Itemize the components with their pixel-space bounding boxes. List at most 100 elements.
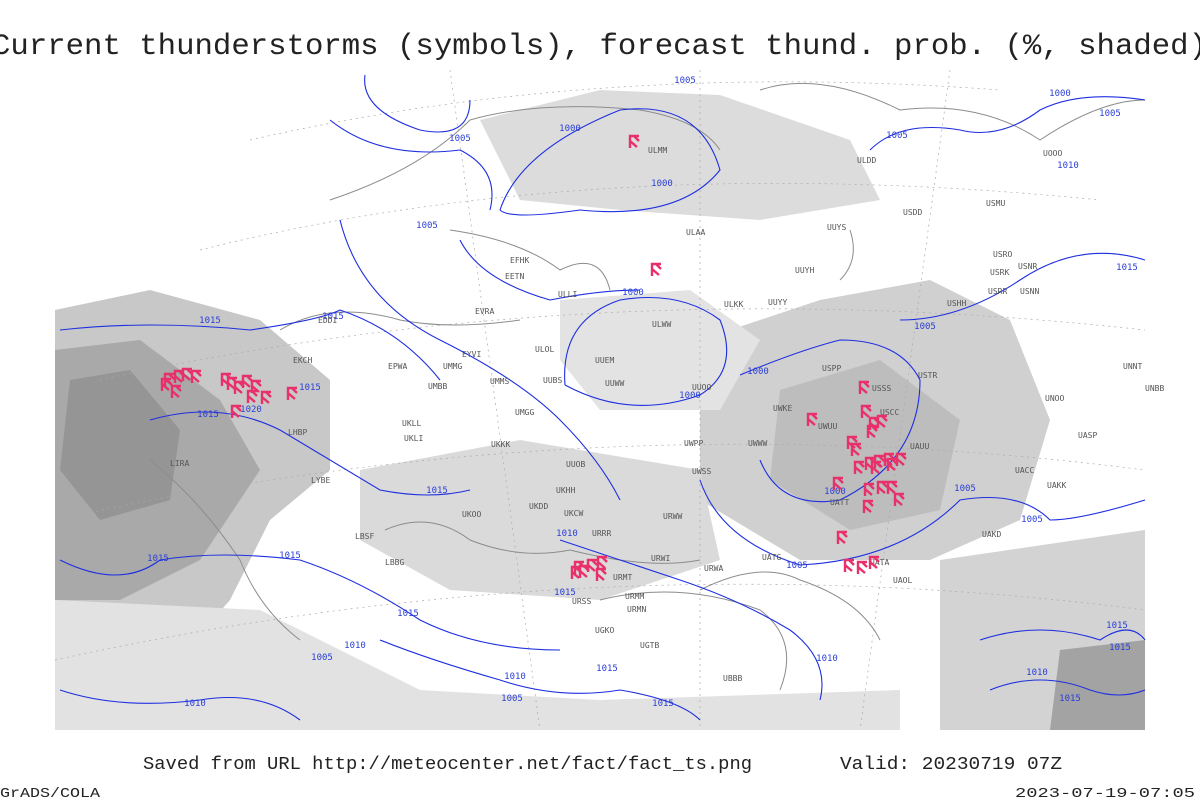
station-label: ULDD: [857, 156, 876, 165]
station-label: USNN: [1020, 287, 1039, 296]
station-label: URMN: [627, 605, 646, 614]
station-label: EFHK: [510, 256, 529, 265]
source-url: Saved from URL http://meteocenter.net/fa…: [143, 755, 752, 775]
station-label: ULAA: [686, 228, 705, 237]
probability-shading: [55, 90, 1145, 730]
isobar-label: 1015: [279, 551, 301, 561]
coastlines: [149, 82, 1146, 691]
thunderstorm-symbol: [870, 460, 882, 474]
isobar-label: 1015: [299, 383, 321, 393]
isobar-label: 1005: [914, 322, 936, 332]
isobar-label: 1015: [197, 410, 219, 420]
thunderstorm-symbol: [230, 404, 242, 418]
isobar-labels: 1005 1000 1005 1000 1005 1005 1010 1000 1005 1015…: [147, 76, 1138, 709]
thunderstorm-symbol: [860, 404, 872, 418]
isobar-label: 1015: [1109, 643, 1131, 653]
station-label: UKLL: [402, 419, 421, 428]
station-label: USRO: [993, 250, 1012, 259]
station-label: UKLI: [404, 434, 423, 443]
thunderstorm-symbol: [650, 262, 662, 276]
station-label: UUYY: [768, 298, 787, 307]
isobar-label: 1010: [816, 654, 838, 664]
station-label: UATA: [870, 558, 889, 567]
isobar-label: 1015: [1059, 694, 1081, 704]
station-label: UUWW: [605, 379, 624, 388]
isobar-label: 1015: [199, 316, 221, 326]
isobar-label: 1015: [554, 588, 576, 598]
station-label: UKDD: [529, 502, 548, 511]
station-label: UWPP: [684, 439, 703, 448]
isobar-label: 1005: [674, 76, 696, 86]
station-label: USPP: [822, 364, 841, 373]
station-label: UKOO: [462, 510, 481, 519]
station-label: UAUU: [910, 442, 929, 451]
thunderstorm-symbol: [876, 480, 888, 494]
station-label: UGTB: [640, 641, 659, 650]
isobar-label: 1010: [1057, 161, 1079, 171]
station-label: UMBB: [428, 382, 447, 391]
thunderstorm-symbol: [893, 492, 905, 506]
station-label: URRR: [592, 529, 611, 538]
thunderstorm-symbol: [190, 369, 202, 383]
isobar-label: 1005: [786, 561, 808, 571]
isobar-label: 1010: [344, 641, 366, 651]
thunderstorm-symbol: [595, 567, 607, 581]
thunderstorm-symbol: [868, 555, 880, 569]
station-label: URMM: [625, 592, 644, 601]
isobar-label: 1010: [556, 529, 578, 539]
station-label: UWUU: [818, 422, 837, 431]
station-label: UUYH: [795, 266, 814, 275]
isobar-label: 1005: [1021, 515, 1043, 525]
isobar-label: 1015: [147, 554, 169, 564]
station-label: UKCW: [564, 509, 583, 518]
station-label: UAOL: [893, 576, 912, 585]
station-label: USCC: [880, 408, 899, 417]
station-label: EYVI: [462, 350, 481, 359]
station-label: UMMS: [490, 377, 509, 386]
station-label: UNOO: [1045, 394, 1064, 403]
station-label: UAKK: [1047, 481, 1066, 490]
thunderstorm-symbol: [843, 558, 855, 572]
isobar-label: 1010: [504, 672, 526, 682]
isobar-label: 1000: [622, 288, 644, 298]
isobar-label: 1005: [416, 221, 438, 231]
thunderstorm-symbol: [876, 414, 888, 428]
timestamp: 2023-07-19-07:05: [1015, 786, 1195, 800]
isobar-label: 1015: [426, 486, 448, 496]
thunderstorm-symbol: [570, 565, 582, 579]
station-label: UMGG: [515, 408, 534, 417]
station-label: USMU: [986, 199, 1005, 208]
station-label: USSS: [872, 384, 891, 393]
thunderstorm-symbol: [862, 499, 874, 513]
station-label: EETN: [505, 272, 524, 281]
station-label: LBBG: [385, 558, 404, 567]
station-label: UUEM: [595, 356, 614, 365]
station-label: EVRA: [475, 307, 494, 316]
station-label: USHH: [947, 299, 966, 308]
isobar-label: 1005: [311, 653, 333, 663]
isobar-label: 1015: [596, 664, 618, 674]
isobar-label: 1020: [240, 405, 262, 415]
station-label: UWWW: [748, 439, 767, 448]
station-label: USNR: [1018, 262, 1037, 271]
station-label: LYBE: [311, 476, 330, 485]
thunderstorm-symbol: [836, 530, 848, 544]
thunderstorm-symbol: [886, 457, 898, 471]
grid-lines: [54, 69, 1146, 731]
thunderstorm-symbol: [160, 377, 172, 391]
thunderstorm-symbols: [160, 134, 907, 581]
isobar-label: 1000: [559, 124, 581, 134]
thunderstorm-symbol: [832, 476, 844, 490]
station-label: UATT: [830, 498, 849, 507]
station-label: URMT: [613, 573, 632, 582]
station-label: ULKK: [724, 300, 743, 309]
thunderstorm-symbol: [260, 390, 272, 404]
station-label: UWSS: [692, 467, 711, 476]
station-label: ULWW: [652, 320, 671, 329]
isobar-label: 1005: [449, 134, 471, 144]
isobar-label: 1000: [747, 367, 769, 377]
station-label: ULMM: [648, 146, 667, 155]
station-label: EPWA: [388, 362, 407, 371]
station-label: UAKD: [982, 530, 1001, 539]
